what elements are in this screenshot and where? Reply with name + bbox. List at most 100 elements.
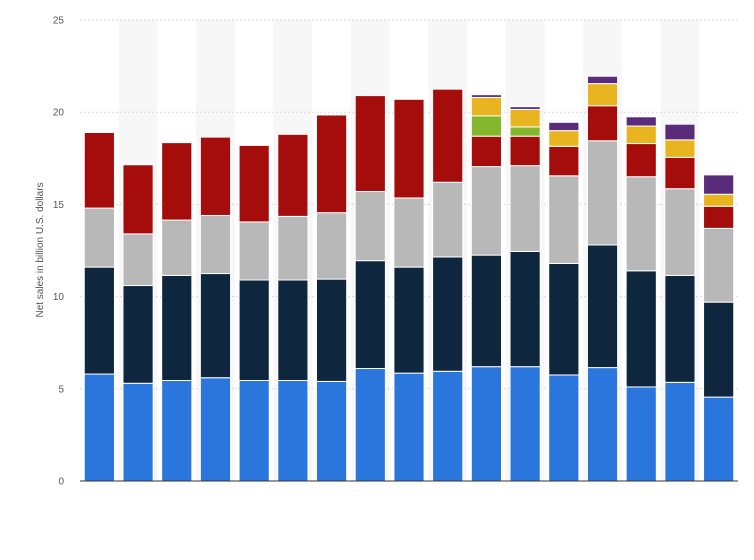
bar-segment[interactable] bbox=[703, 301, 735, 398]
bar-segment[interactable] bbox=[393, 266, 425, 374]
bar-segment[interactable] bbox=[509, 250, 541, 368]
bar-segment[interactable] bbox=[354, 368, 386, 482]
bar-segment[interactable] bbox=[393, 98, 425, 199]
bar-segment[interactable] bbox=[625, 386, 657, 482]
bar-segment[interactable] bbox=[548, 175, 580, 264]
bar-segment[interactable] bbox=[354, 95, 386, 192]
bar-segment[interactable] bbox=[470, 166, 503, 256]
bar-segment[interactable] bbox=[315, 380, 348, 482]
bar-segment[interactable] bbox=[83, 207, 115, 268]
bar-segment[interactable] bbox=[625, 143, 657, 178]
bar-segment[interactable] bbox=[122, 382, 154, 482]
bar-segment[interactable] bbox=[586, 105, 619, 142]
bar-segment[interactable] bbox=[703, 227, 735, 303]
bar-segment[interactable] bbox=[277, 133, 309, 217]
bar-segment[interactable] bbox=[122, 285, 154, 384]
bar-segment[interactable] bbox=[83, 373, 115, 482]
bar-stack bbox=[161, 142, 193, 482]
bar-segment[interactable] bbox=[432, 88, 464, 183]
bar-segment[interactable] bbox=[161, 380, 193, 482]
bar-segment[interactable] bbox=[625, 125, 657, 145]
bar-segment[interactable] bbox=[432, 370, 464, 482]
bar-segment[interactable] bbox=[664, 274, 696, 383]
bar-segment[interactable] bbox=[509, 366, 541, 482]
bar-segment[interactable] bbox=[161, 219, 193, 276]
bar-segment[interactable] bbox=[470, 115, 503, 137]
y-axis-label: Net sales in billion U.S. dollars bbox=[35, 182, 46, 317]
bar-segment[interactable] bbox=[238, 380, 270, 482]
bar-segment[interactable] bbox=[238, 144, 270, 223]
bar-segment[interactable] bbox=[703, 396, 735, 482]
bar-segment[interactable] bbox=[432, 256, 464, 372]
bar-segment[interactable] bbox=[509, 126, 541, 137]
bar-segment[interactable] bbox=[83, 131, 115, 209]
bar-segment[interactable] bbox=[548, 262, 580, 376]
bar-segment[interactable] bbox=[277, 279, 309, 382]
bar-segment[interactable] bbox=[315, 212, 348, 280]
bar-segment[interactable] bbox=[470, 135, 503, 168]
bar-segment[interactable] bbox=[277, 380, 309, 482]
bar-segment[interactable] bbox=[238, 279, 270, 382]
bar-stack bbox=[238, 144, 270, 482]
bar-segment[interactable] bbox=[664, 156, 696, 190]
y-tick-label: 0 bbox=[58, 477, 64, 488]
bar-segment[interactable] bbox=[664, 123, 696, 141]
bar-segment[interactable] bbox=[548, 374, 580, 482]
y-tick-label: 5 bbox=[58, 384, 64, 395]
bar-stack bbox=[548, 121, 580, 482]
bar-segment[interactable] bbox=[393, 372, 425, 482]
bar-segment[interactable] bbox=[199, 273, 232, 379]
bar-segment[interactable] bbox=[586, 244, 619, 369]
bar-segment[interactable] bbox=[432, 181, 464, 258]
bar-segment[interactable] bbox=[548, 130, 580, 147]
bar-segment[interactable] bbox=[703, 174, 735, 195]
bar-segment[interactable] bbox=[277, 215, 309, 281]
bar-segment[interactable] bbox=[470, 254, 503, 368]
bar-segment[interactable] bbox=[161, 142, 193, 221]
bar-segment[interactable] bbox=[703, 205, 735, 229]
bar-segment[interactable] bbox=[509, 108, 541, 128]
bar-segment[interactable] bbox=[548, 121, 580, 132]
bar-segment[interactable] bbox=[238, 221, 270, 281]
bar-segment[interactable] bbox=[199, 136, 232, 216]
bar-segment[interactable] bbox=[509, 135, 541, 167]
bar-segment[interactable] bbox=[315, 114, 348, 214]
y-axis-ticks: 0 5 10 15 20 25 bbox=[53, 16, 65, 488]
bar-segment[interactable] bbox=[161, 274, 193, 382]
bar-segment[interactable] bbox=[354, 260, 386, 370]
bar-segment[interactable] bbox=[83, 266, 115, 375]
bar-segment[interactable] bbox=[122, 233, 154, 287]
bar-segment[interactable] bbox=[664, 139, 696, 158]
bar-segment[interactable] bbox=[509, 106, 541, 110]
bar-stacks bbox=[83, 75, 735, 482]
bar-segment[interactable] bbox=[703, 193, 735, 207]
bar-segment[interactable] bbox=[470, 96, 503, 117]
bar-segment[interactable] bbox=[548, 145, 580, 177]
bar-segment[interactable] bbox=[199, 214, 232, 275]
bar-segment[interactable] bbox=[199, 377, 232, 482]
bar-stack bbox=[625, 116, 657, 482]
bar-segment[interactable] bbox=[586, 140, 619, 246]
bar-segment[interactable] bbox=[664, 381, 696, 482]
y-tick-label: 15 bbox=[53, 200, 65, 211]
bar-segment[interactable] bbox=[625, 270, 657, 388]
bar-segment[interactable] bbox=[470, 94, 503, 98]
bar-segment[interactable] bbox=[586, 75, 619, 85]
bar-segment[interactable] bbox=[122, 164, 154, 235]
bar-segment[interactable] bbox=[625, 116, 657, 127]
bar-segment[interactable] bbox=[354, 190, 386, 262]
bar-segment[interactable] bbox=[586, 83, 619, 107]
bar-stack bbox=[83, 131, 115, 482]
bar-segment[interactable] bbox=[509, 165, 541, 252]
bar-segment[interactable] bbox=[393, 197, 425, 268]
bar-segment[interactable] bbox=[586, 367, 619, 482]
bar-stack bbox=[199, 136, 232, 482]
y-tick-label: 20 bbox=[53, 108, 65, 119]
bar-segment[interactable] bbox=[315, 278, 348, 382]
bar-segment[interactable] bbox=[470, 366, 503, 482]
bar-segment[interactable] bbox=[625, 176, 657, 272]
y-tick-label: 25 bbox=[53, 16, 65, 27]
bar-stack bbox=[354, 95, 386, 482]
bar-segment[interactable] bbox=[664, 188, 696, 276]
